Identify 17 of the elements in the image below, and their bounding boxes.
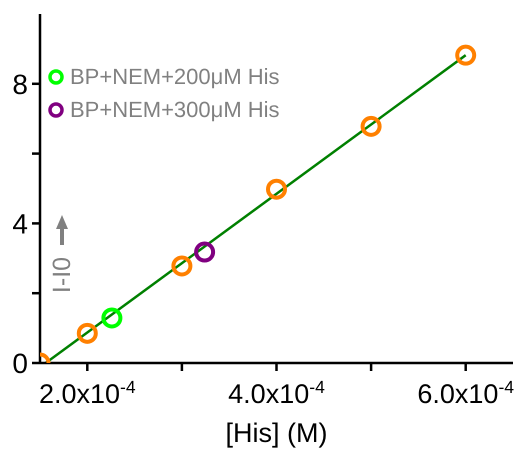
y-tick-label: 4 xyxy=(12,208,28,240)
point xyxy=(455,44,476,66)
point xyxy=(360,116,382,137)
x-tick-label: 4.0x10$^{-4}$ xyxy=(228,377,326,409)
x-tick-label: 2.0x10$^{-4}$ xyxy=(38,377,136,409)
x-tick-label: 6.0x10$^{-4}$ xyxy=(417,377,514,409)
y-axis-title: I-I0 xyxy=(48,256,76,294)
y-tick-label: 8 xyxy=(12,68,28,100)
point xyxy=(76,322,98,344)
point xyxy=(266,178,287,200)
point xyxy=(194,242,216,263)
y-tick-label: 0 xyxy=(12,348,28,379)
point xyxy=(171,255,192,276)
legend-label: BP+NEM+300μM His xyxy=(70,96,280,124)
legend-label: BP+NEM+200μM His xyxy=(70,63,280,91)
x-axis-title: [His] (M) xyxy=(226,418,328,448)
point xyxy=(101,307,122,328)
